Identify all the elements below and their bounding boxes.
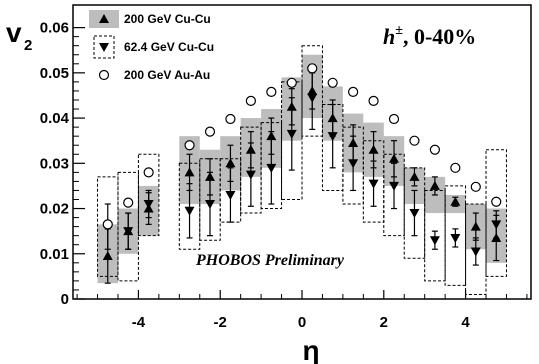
chart-text: v 2 η h±, 0-40% PHOBOS Preliminary	[6, 17, 476, 364]
systematic-box-cu62	[301, 45, 323, 137]
x-axis-label: η	[302, 335, 319, 364]
data-point-auau	[123, 197, 134, 208]
legend-marker-cu200	[99, 14, 109, 23]
legend-swatch-cu62	[93, 35, 115, 59]
data-point-auau	[450, 162, 461, 173]
systematic-box-cu62	[485, 149, 507, 277]
data-point-auau	[470, 181, 481, 192]
y-tick-label: 0.04	[40, 110, 70, 127]
systematic-box-cu62	[137, 153, 160, 237]
legend-label: 200 GeV Cu-Cu	[124, 12, 211, 26]
data-point-auau	[225, 113, 236, 125]
data-point-cu62	[184, 206, 195, 216]
legend-label: 200 GeV Au-Au	[124, 68, 210, 82]
data-point-auau	[348, 86, 359, 97]
y-tick-label: 0.03	[40, 155, 69, 172]
legend-label: 62.4 GeV Cu-Cu	[124, 40, 214, 54]
data-point-auau	[327, 77, 338, 88]
data-point-cu62	[307, 93, 318, 103]
x-tick-label: 2	[380, 314, 388, 331]
y-axis-label: v	[6, 17, 22, 48]
data-point-cu200	[286, 101, 297, 111]
data-point-cu62	[470, 247, 481, 257]
data-point-cu62	[225, 190, 236, 200]
data-point-auau	[204, 126, 216, 137]
data-point-cu200	[266, 131, 277, 141]
data-point-auau	[491, 196, 502, 207]
data-point-auau	[102, 219, 113, 230]
data-point-auau	[409, 135, 420, 146]
data-point-cu62	[327, 132, 338, 142]
x-tick-label: -4	[132, 314, 146, 331]
data-point-cu200	[470, 221, 481, 231]
data-point-cu62	[368, 179, 379, 189]
data-point-cu200	[409, 171, 420, 181]
data-point-auau	[429, 144, 441, 155]
data-point-cu200	[245, 144, 256, 154]
data-point-auau	[286, 77, 297, 88]
legend-marker-auau	[98, 69, 110, 81]
data-point-cu200	[102, 251, 113, 261]
data-point-cu200	[389, 153, 400, 163]
data-point-cu62	[409, 209, 420, 219]
legend-marker-cu62	[99, 43, 109, 52]
data-point-cu62	[286, 129, 297, 139]
x-tick-label: 4	[461, 314, 470, 331]
data-point-cu62	[389, 181, 400, 191]
data-point-cu200	[429, 180, 440, 190]
data-point-cu62	[245, 170, 256, 180]
data-point-cu62	[266, 163, 277, 173]
data-point-cu200	[491, 232, 502, 242]
y-axis-label-subscript: 2	[24, 37, 32, 54]
data-point-cu200	[450, 196, 461, 206]
y-tick-label: 0.05	[40, 65, 69, 82]
data-point-auau	[245, 95, 256, 106]
y-tick-label: 0	[61, 291, 69, 308]
x-tick-label: -2	[214, 314, 227, 331]
data-point-cu62	[491, 220, 502, 230]
systematic-box-cu62	[465, 203, 487, 295]
y-tick-label: 0.02	[40, 201, 69, 218]
data-point-auau	[388, 113, 400, 125]
data-point-cu62	[429, 236, 440, 246]
data-point-cu62	[450, 233, 461, 243]
data-point-cu200	[184, 167, 195, 177]
data-point-cu200	[348, 137, 359, 147]
data-point-cu200	[204, 171, 215, 181]
y-tick-label: 0.06	[40, 20, 69, 37]
data-point-cu200	[327, 113, 338, 123]
watermark-label: PHOBOS Preliminary	[195, 252, 345, 269]
data-point-cu62	[204, 200, 215, 210]
legend: 200 GeV Cu-Cu 62.4 GeV Cu-Cu 200 GeV Au-Au	[89, 10, 214, 82]
data-point-cu62	[143, 200, 154, 210]
x-tick-label: 0	[298, 314, 306, 331]
y-tick-label: 0.01	[40, 246, 69, 263]
data-point-auau	[143, 167, 154, 178]
data-point-auau	[368, 95, 379, 106]
data-point-auau	[266, 86, 277, 97]
plot-area: 0 0.01 0.02 0.03 0.04 0.05 0.06 -4 -2 0 2 4	[40, 4, 532, 331]
data-point-cu62	[123, 227, 134, 237]
data-point-cu200	[225, 158, 236, 168]
data-point-auau	[307, 63, 318, 74]
systematic-box-cu62	[117, 171, 139, 282]
data-point-cu62	[348, 159, 359, 169]
data-point-auau	[184, 140, 195, 151]
data-point-cu200	[368, 144, 379, 154]
systematic-box-cu62	[240, 126, 262, 214]
annotation-label: h±, 0-40%	[383, 23, 476, 49]
data-point-cu200	[307, 85, 318, 95]
